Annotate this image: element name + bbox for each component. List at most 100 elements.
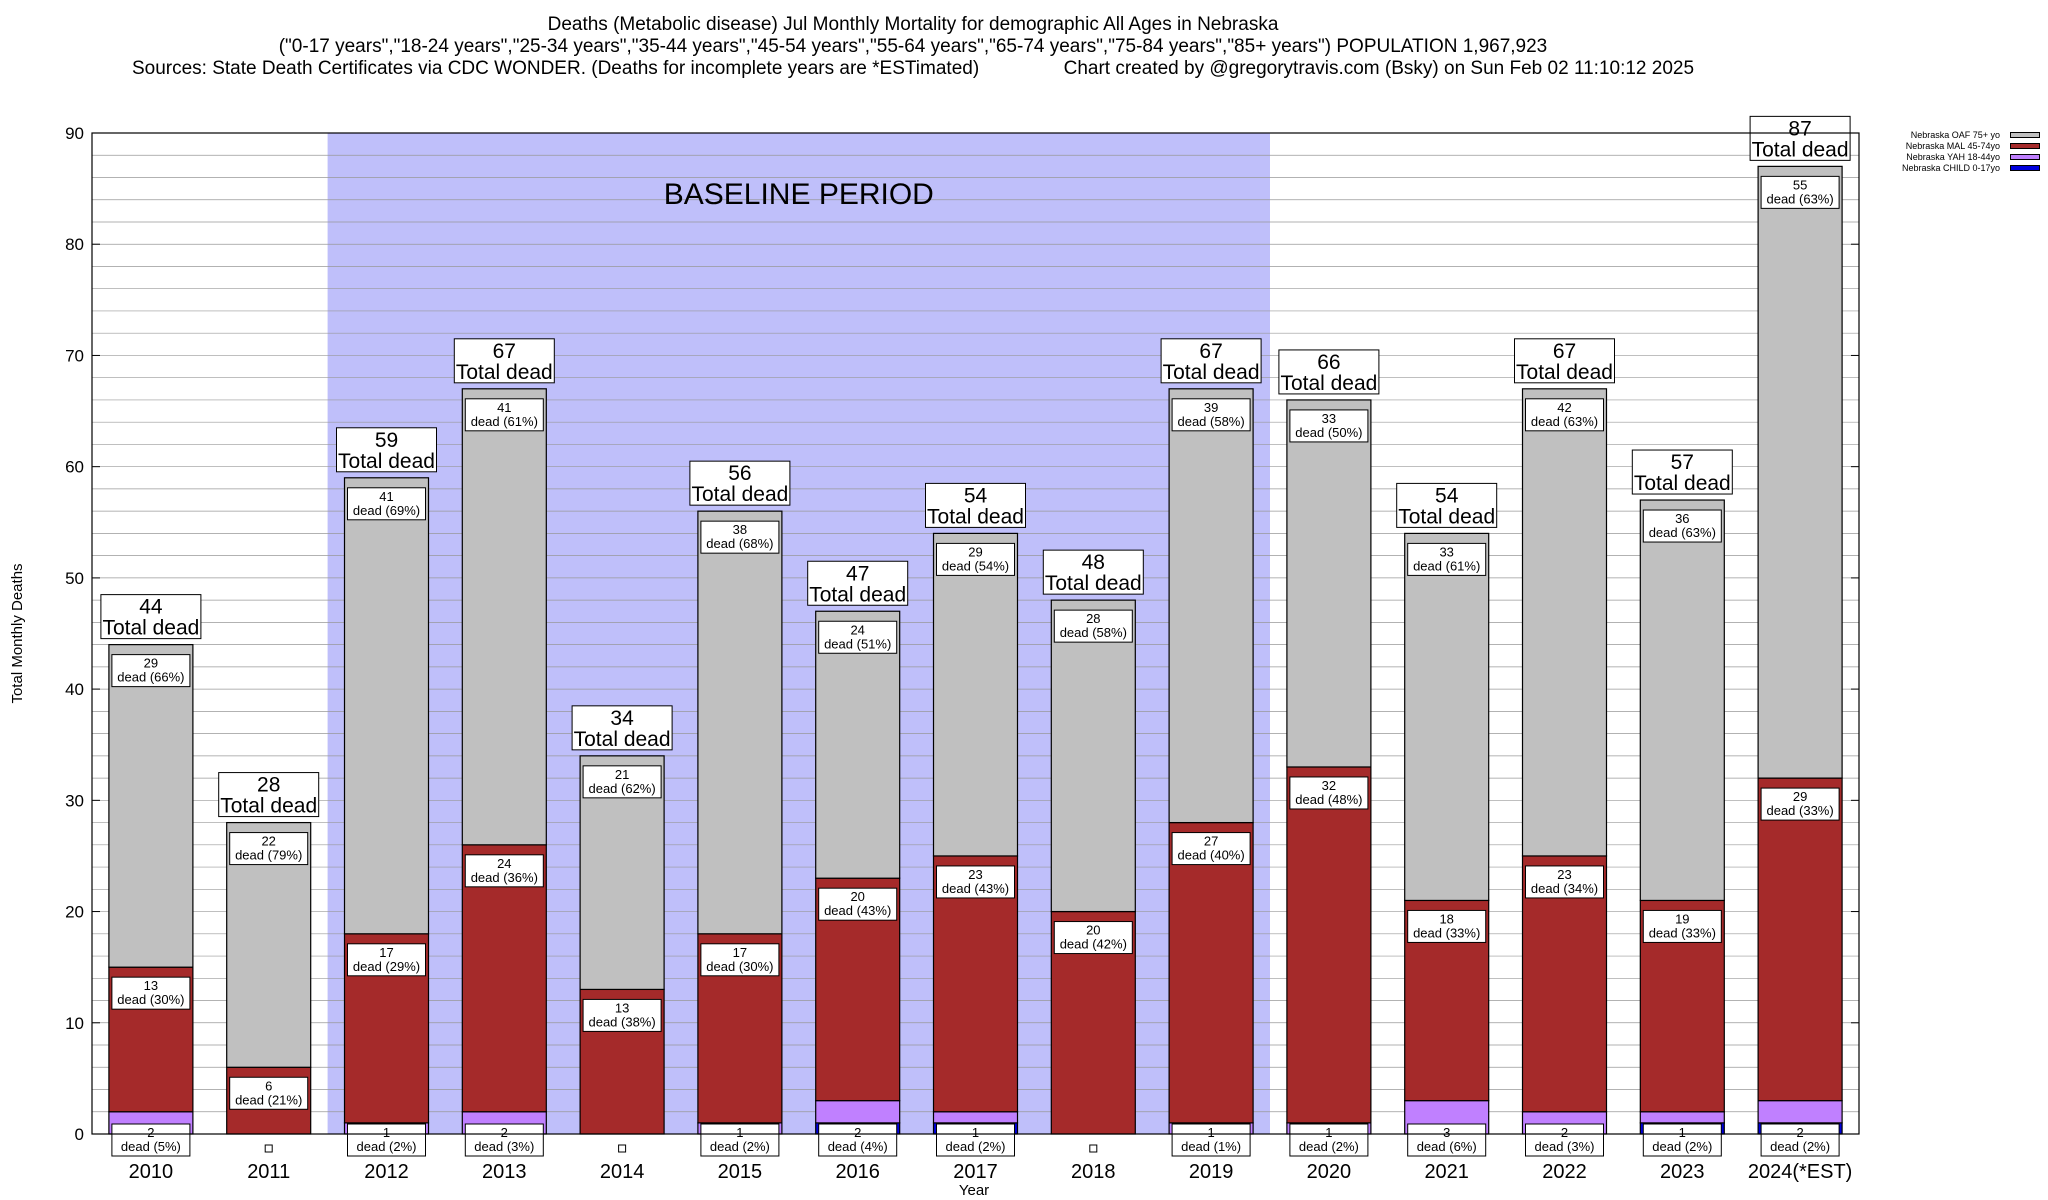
x-tick-label: 2019 [1189,1161,1234,1183]
data-label-oaf-text: 41 [497,400,511,415]
data-label-yah-text: 2 [147,1125,154,1140]
legend-swatch-mal [2010,143,2040,149]
data-label-yah-box [347,1123,426,1157]
data-label-oaf-text: dead (61%) [1413,558,1480,573]
legend-swatch-oaf [2010,132,2040,138]
data-label-oaf-box [347,487,426,521]
data-label-oaf-box [111,654,191,688]
data-label-mal-text: 6 [265,1078,272,1093]
data-label-mal-box [936,865,1015,899]
data-label-yah-text: dead (3%) [474,1139,534,1154]
data-label-oaf-box [700,520,780,554]
data-label-yah-text: dead (2%) [1770,1139,1830,1154]
total-value: 54 [1435,484,1459,507]
chart-subtitle-age-groups: ("0-17 years","18-24 years","25-34 years… [278,36,1548,57]
total-value: 67 [493,340,516,363]
data-label-mal-box [818,887,898,921]
total-value: 66 [1317,351,1340,374]
x-tick-label: 2013 [482,1161,527,1183]
y-tick-label: 20 [65,903,84,922]
data-label-yah-box [1642,1123,1722,1157]
baseline-period-label: BASELINE PERIOD [664,178,934,211]
x-axis-label: Year [959,1182,989,1199]
total-caption: Total dead [927,505,1024,528]
legend-label-yah: Nebraska YAH 18-44yo [1906,152,2000,162]
data-label-oaf-text: 39 [1204,400,1218,415]
data-label-yah-text: 1 [736,1125,743,1140]
total-label-box [571,705,673,751]
x-tick-label: 2018 [1071,1161,1116,1183]
y-tick-label: 0 [75,1125,84,1144]
total-label-box [1396,482,1498,528]
data-label-mal-box [1407,909,1487,943]
data-label-oaf-text: 22 [261,834,275,849]
legend-item-mal: Nebraska MAL 45-74yo [1830,141,2040,152]
data-label-oaf-text: 33 [1439,544,1453,559]
data-label-yah-text: dead (2%) [946,1139,1006,1154]
data-label-yah-box [1525,1123,1604,1157]
y-tick-label: 70 [65,346,84,365]
x-tick-label: 2015 [718,1161,763,1183]
data-label-oaf-box [1289,409,1369,443]
plot-frame [91,132,1860,1135]
bar-segment-mal [1168,821,1254,1124]
data-label-mal-text: 32 [1322,778,1336,793]
data-label-yah-text: dead (4%) [828,1139,888,1154]
total-label-box [453,338,555,384]
x-tick-label: 2011 [247,1161,290,1183]
chart-sources-line: Sources: State Death Certificates via CD… [131,58,1695,79]
total-caption: Total dead [809,583,906,606]
total-caption: Total dead [1045,572,1142,595]
legend-item-yah: Nebraska YAH 18-44yo [1830,152,2040,163]
data-label-mal-text: dead (33%) [1649,925,1716,940]
total-label-box [100,594,202,640]
total-value: 48 [1082,551,1105,574]
data-label-mal-text: 27 [1204,834,1218,849]
data-label-mal-box [1525,865,1604,899]
y-tick-label: 30 [65,791,84,810]
data-label-oaf-text: dead (66%) [117,670,184,685]
y-axis-label: Total Monthly Deaths [9,563,26,703]
data-label-oaf-text: dead (58%) [1177,414,1244,429]
data-label-mal-text: dead (33%) [1413,925,1480,940]
data-label-yah-text: 2 [1561,1125,1568,1140]
data-label-yah-box [818,1123,898,1157]
total-label-box [925,482,1026,528]
zero-marker [1089,1144,1098,1153]
bar-segment-mal [1521,855,1608,1113]
data-label-oaf-text: dead (68%) [706,536,773,551]
total-value: 47 [846,562,869,585]
legend-label-child: Nebraska CHILD 0-17yo [1901,163,2000,173]
data-label-mal-text: 17 [379,945,393,960]
bar-segment-oaf [1050,599,1136,913]
data-label-yah-text: 1 [972,1125,979,1140]
data-label-yah-text: 2 [854,1125,861,1140]
bar-segment-oaf [461,388,547,846]
data-label-yah-text: dead (1%) [1181,1139,1241,1154]
data-label-mal-box [1171,832,1251,866]
legend-swatch-child [2010,165,2040,171]
x-tick-label: 2022 [1542,1161,1587,1183]
total-caption: Total dead [574,728,671,751]
x-tick-label: 2017 [953,1161,998,1183]
data-label-oaf-text: dead (61%) [471,414,538,429]
bar-segment-yah [815,1100,901,1124]
